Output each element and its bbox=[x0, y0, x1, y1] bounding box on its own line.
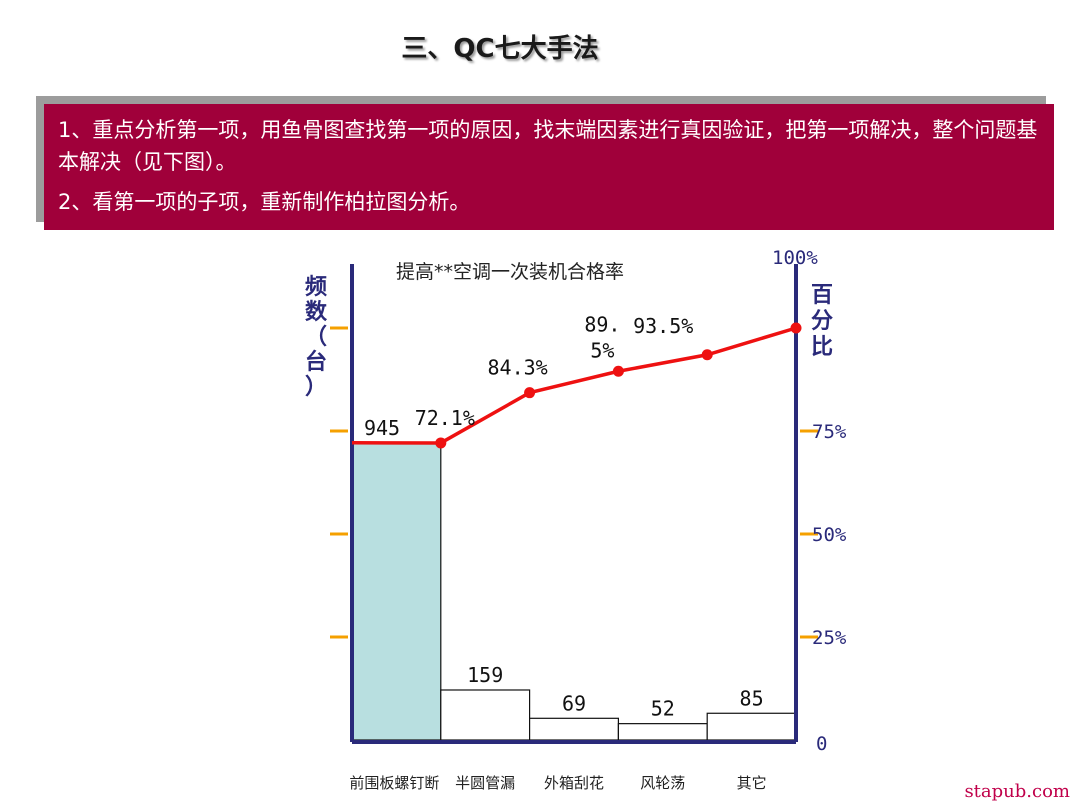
cumulative-point-1 bbox=[435, 437, 447, 449]
analysis-point-2: 2、看第一项的子项，重新制作柏拉图分析。 bbox=[58, 190, 471, 214]
right-axis-label: 百分比 bbox=[811, 283, 833, 360]
left-axis-label-char-3: （ bbox=[305, 325, 327, 350]
left-axis-label-char-5: ） bbox=[305, 375, 327, 400]
cumulative-line bbox=[351, 326, 797, 445]
category-label-2: 半圆管漏 bbox=[455, 774, 516, 792]
watermark: stapub.com bbox=[964, 781, 1070, 802]
bar-value-label-2: 159 bbox=[467, 663, 503, 687]
bar-value-label-1: 945 bbox=[364, 416, 400, 440]
category-label-4: 风轮荡 bbox=[640, 774, 686, 792]
right-tick-label-75: 75% bbox=[812, 421, 847, 443]
bar-3 bbox=[529, 717, 620, 741]
bar-1 bbox=[351, 442, 442, 741]
right-tick-label-50: 50% bbox=[812, 524, 847, 546]
right-axis-label-char-3: 比 bbox=[811, 335, 833, 360]
category-label-5: 其它 bbox=[736, 774, 767, 792]
bar-5 bbox=[706, 712, 797, 741]
ticks-group: 100% 75% 50% 25% 0 bbox=[330, 247, 847, 755]
category-label-1: 前围板螺钉断 bbox=[349, 774, 440, 792]
category-label-3: 外箱刮花 bbox=[543, 774, 604, 792]
left-axis-label-char-4: 台 bbox=[305, 349, 327, 375]
pareto-chart: 945 159 69 52 85 100% 75% 50% 25% 0 72.1% 84.3% 89… bbox=[296, 236, 876, 756]
right-axis-label-char-1: 百 bbox=[811, 283, 833, 308]
bar-value-label-4: 52 bbox=[651, 697, 675, 721]
cumulative-point-3 bbox=[612, 365, 624, 377]
cumulative-label-3: 89. 5% bbox=[584, 312, 620, 362]
cumulative-label-4: 93.5% bbox=[633, 314, 693, 338]
right-tick-label-25: 25% bbox=[812, 627, 847, 649]
left-axis-label-char-2: 数 bbox=[305, 299, 328, 325]
analysis-banner: 1、重点分析第一项，用鱼骨图查找第一项的原因，找末端因素进行真因验证，把第一项解… bbox=[44, 104, 1054, 230]
bar-2 bbox=[440, 689, 531, 741]
bar-value-label-5: 85 bbox=[740, 686, 764, 710]
right-axis-label-char-2: 分 bbox=[811, 309, 833, 334]
bar-labels-group: 945 159 69 52 85 bbox=[364, 416, 764, 721]
bar-4 bbox=[617, 723, 708, 741]
right-tick-label-100: 100% bbox=[772, 247, 818, 269]
right-tick-label-0: 0 bbox=[816, 733, 827, 755]
cumulative-line-group bbox=[351, 322, 802, 449]
cumulative-label-1: 72.1% bbox=[415, 406, 475, 430]
cumulative-point-4 bbox=[701, 349, 713, 361]
axes-group bbox=[350, 264, 798, 744]
bars-group bbox=[351, 442, 797, 741]
cumulative-label-2: 84.3% bbox=[487, 356, 547, 380]
bar-value-label-3: 69 bbox=[562, 691, 586, 715]
left-axis-label-char-1: 频 bbox=[305, 275, 327, 300]
slide-title: 三、QC七大手法 bbox=[401, 34, 599, 64]
analysis-point-1: 1、重点分析第一项，用鱼骨图查找第一项的原因，找末端因素进行真因验证，把第一项解… bbox=[58, 118, 1038, 174]
percent-labels-group: 72.1% 84.3% 89. 5% 93.5% bbox=[415, 312, 694, 430]
chart-title: 提高**空调一次装机合格率 bbox=[396, 261, 624, 283]
left-axis-label: 频数（台） bbox=[305, 275, 328, 400]
cumulative-point-2 bbox=[524, 387, 536, 399]
cumulative-point-5 bbox=[790, 322, 802, 334]
